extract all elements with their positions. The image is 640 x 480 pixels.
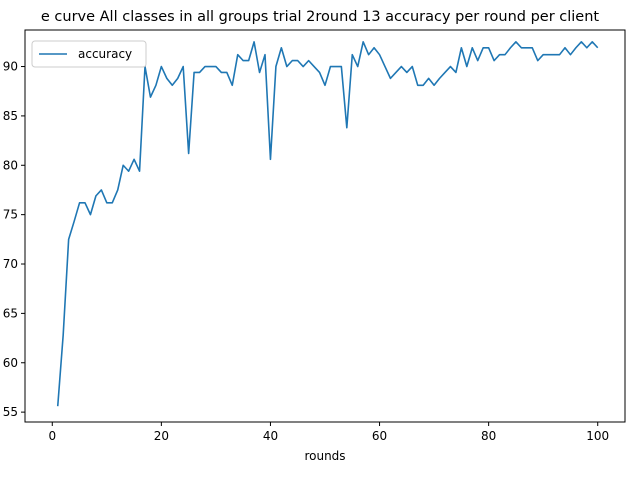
x-tick-label: 0 (48, 429, 56, 443)
plot-area: 0 20 40 60 80 100 55 60 65 70 75 80 85 90 (3, 29, 626, 443)
legend: accuracy (31, 40, 147, 68)
chart-title: e curve All classes in all groups trial … (41, 9, 600, 25)
x-tick-label: 20 (154, 429, 169, 443)
x-tick-label: 80 (481, 429, 496, 443)
y-tick-label: 90 (3, 60, 18, 74)
y-tick-label: 85 (3, 109, 18, 123)
y-tick-label: 75 (3, 208, 18, 222)
x-tick-label: 60 (372, 429, 387, 443)
y-tick-label: 80 (3, 158, 18, 172)
legend-label-accuracy: accuracy (78, 47, 132, 61)
x-axis: 0 20 40 60 80 100 (48, 422, 609, 443)
y-axis: 55 60 65 70 75 80 85 90 (3, 60, 25, 419)
y-tick-label: 70 (3, 257, 18, 271)
series-line-accuracy (56, 41, 599, 407)
x-tick-label: 100 (586, 429, 609, 443)
y-tick-label: 65 (3, 306, 18, 320)
x-axis-label: rounds (304, 449, 345, 463)
y-tick-label: 60 (3, 356, 18, 370)
axes-frame (24, 29, 626, 423)
y-tick-label: 55 (3, 405, 18, 419)
x-tick-label: 40 (263, 429, 278, 443)
legend-box (31, 40, 147, 68)
